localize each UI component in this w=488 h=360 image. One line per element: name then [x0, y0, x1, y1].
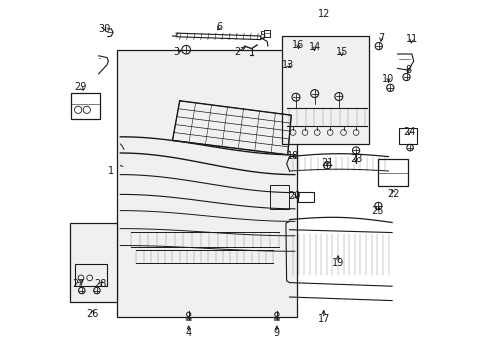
Text: 26: 26: [86, 309, 98, 319]
Text: 17: 17: [317, 314, 329, 324]
Text: 27: 27: [73, 279, 85, 289]
Bar: [75, 264, 107, 286]
Text: 21: 21: [321, 158, 333, 168]
Text: 14: 14: [308, 42, 320, 52]
Text: 28: 28: [94, 279, 106, 289]
Bar: [399, 128, 416, 144]
Bar: [282, 36, 368, 144]
Text: 1: 1: [107, 166, 114, 176]
Text: 22: 22: [387, 189, 399, 199]
Text: 29: 29: [74, 82, 87, 92]
Bar: [263, 30, 269, 37]
Text: 25: 25: [371, 206, 383, 216]
Bar: [117, 50, 296, 317]
Text: 3: 3: [173, 47, 179, 57]
Text: 18: 18: [286, 150, 299, 161]
Text: 4: 4: [185, 328, 191, 338]
Text: 6: 6: [216, 22, 222, 32]
Text: 13: 13: [281, 60, 293, 70]
Text: 20: 20: [287, 191, 300, 201]
Bar: [70, 223, 117, 302]
Text: 15: 15: [335, 47, 347, 57]
Text: 24: 24: [403, 127, 415, 137]
Text: 11: 11: [405, 33, 417, 44]
Text: 23: 23: [349, 154, 362, 164]
Bar: [377, 159, 407, 186]
Bar: [297, 192, 313, 202]
Text: 30: 30: [99, 24, 111, 34]
Text: 16: 16: [292, 40, 304, 50]
Text: 9: 9: [273, 328, 280, 338]
Text: 8: 8: [405, 65, 410, 75]
Text: 2: 2: [234, 47, 240, 57]
Bar: [269, 185, 289, 209]
Text: 7: 7: [377, 33, 384, 43]
Text: 10: 10: [382, 74, 394, 84]
Text: 12: 12: [317, 9, 329, 19]
Text: 19: 19: [331, 258, 344, 268]
Text: 5: 5: [259, 31, 265, 41]
Bar: [71, 93, 100, 119]
